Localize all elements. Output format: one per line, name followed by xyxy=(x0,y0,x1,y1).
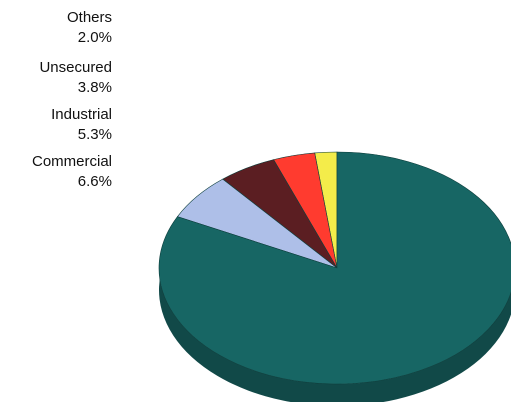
legend-entry-others: Others 2.0% xyxy=(0,8,112,48)
legend-value-commercial: 6.6% xyxy=(77,173,112,190)
legend-label-others: Others xyxy=(66,9,112,26)
legend-label-commercial: Commercial xyxy=(31,153,112,170)
legend-value-industrial: 5.3% xyxy=(77,126,112,143)
legend-value-others: 2.0% xyxy=(77,29,112,46)
pie-slice-residential xyxy=(158,151,511,385)
legend-entry-commercial: Commercial 6.6% xyxy=(0,152,112,192)
legend-entry-unsecured: Unsecured 3.8% xyxy=(0,58,112,98)
legend-label-unsecured: Unsecured xyxy=(39,59,112,76)
legend-value-unsecured: 3.8% xyxy=(77,79,112,96)
legend: Others 2.0% Unsecured 3.8% Industrial 5.… xyxy=(0,0,112,200)
legend-label-industrial: Industrial xyxy=(51,106,112,123)
legend-entry-industrial: Industrial 5.3% xyxy=(0,105,112,145)
